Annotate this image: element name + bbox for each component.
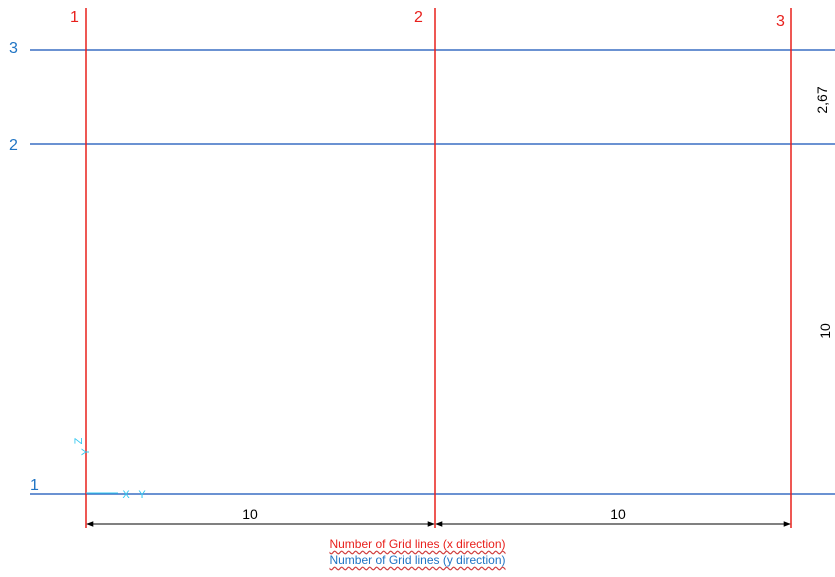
- y-dimension-label-2: 2,67: [814, 86, 830, 113]
- y-dimension-label-1: 10: [817, 323, 833, 339]
- axis-marker: Z Y X Y: [73, 437, 146, 501]
- y-grid-label-1: 1: [30, 477, 39, 494]
- y-grid-lines: [30, 50, 835, 494]
- axis-y-label: Y: [80, 448, 92, 456]
- x-grid-lines: [86, 8, 791, 528]
- x-grid-label-1: 1: [70, 9, 79, 26]
- y-grid-label-3: 3: [9, 40, 18, 57]
- legend-y-direction: Number of Grid lines (y direction): [0, 553, 835, 567]
- axis-y2-label: Y: [138, 489, 146, 501]
- x-grid-label-2: 2: [414, 9, 423, 26]
- y-grid-label-2: 2: [9, 137, 18, 154]
- axis-z-label: Z: [73, 437, 85, 444]
- x-grid-label-3: 3: [776, 13, 785, 30]
- x-dimensions: 10 10: [87, 506, 790, 524]
- axis-x-label: X: [122, 489, 130, 501]
- legend-x-direction: Number of Grid lines (x direction): [0, 537, 835, 551]
- x-dimension-label-1: 10: [242, 506, 258, 522]
- x-dimension-label-2: 10: [610, 506, 626, 522]
